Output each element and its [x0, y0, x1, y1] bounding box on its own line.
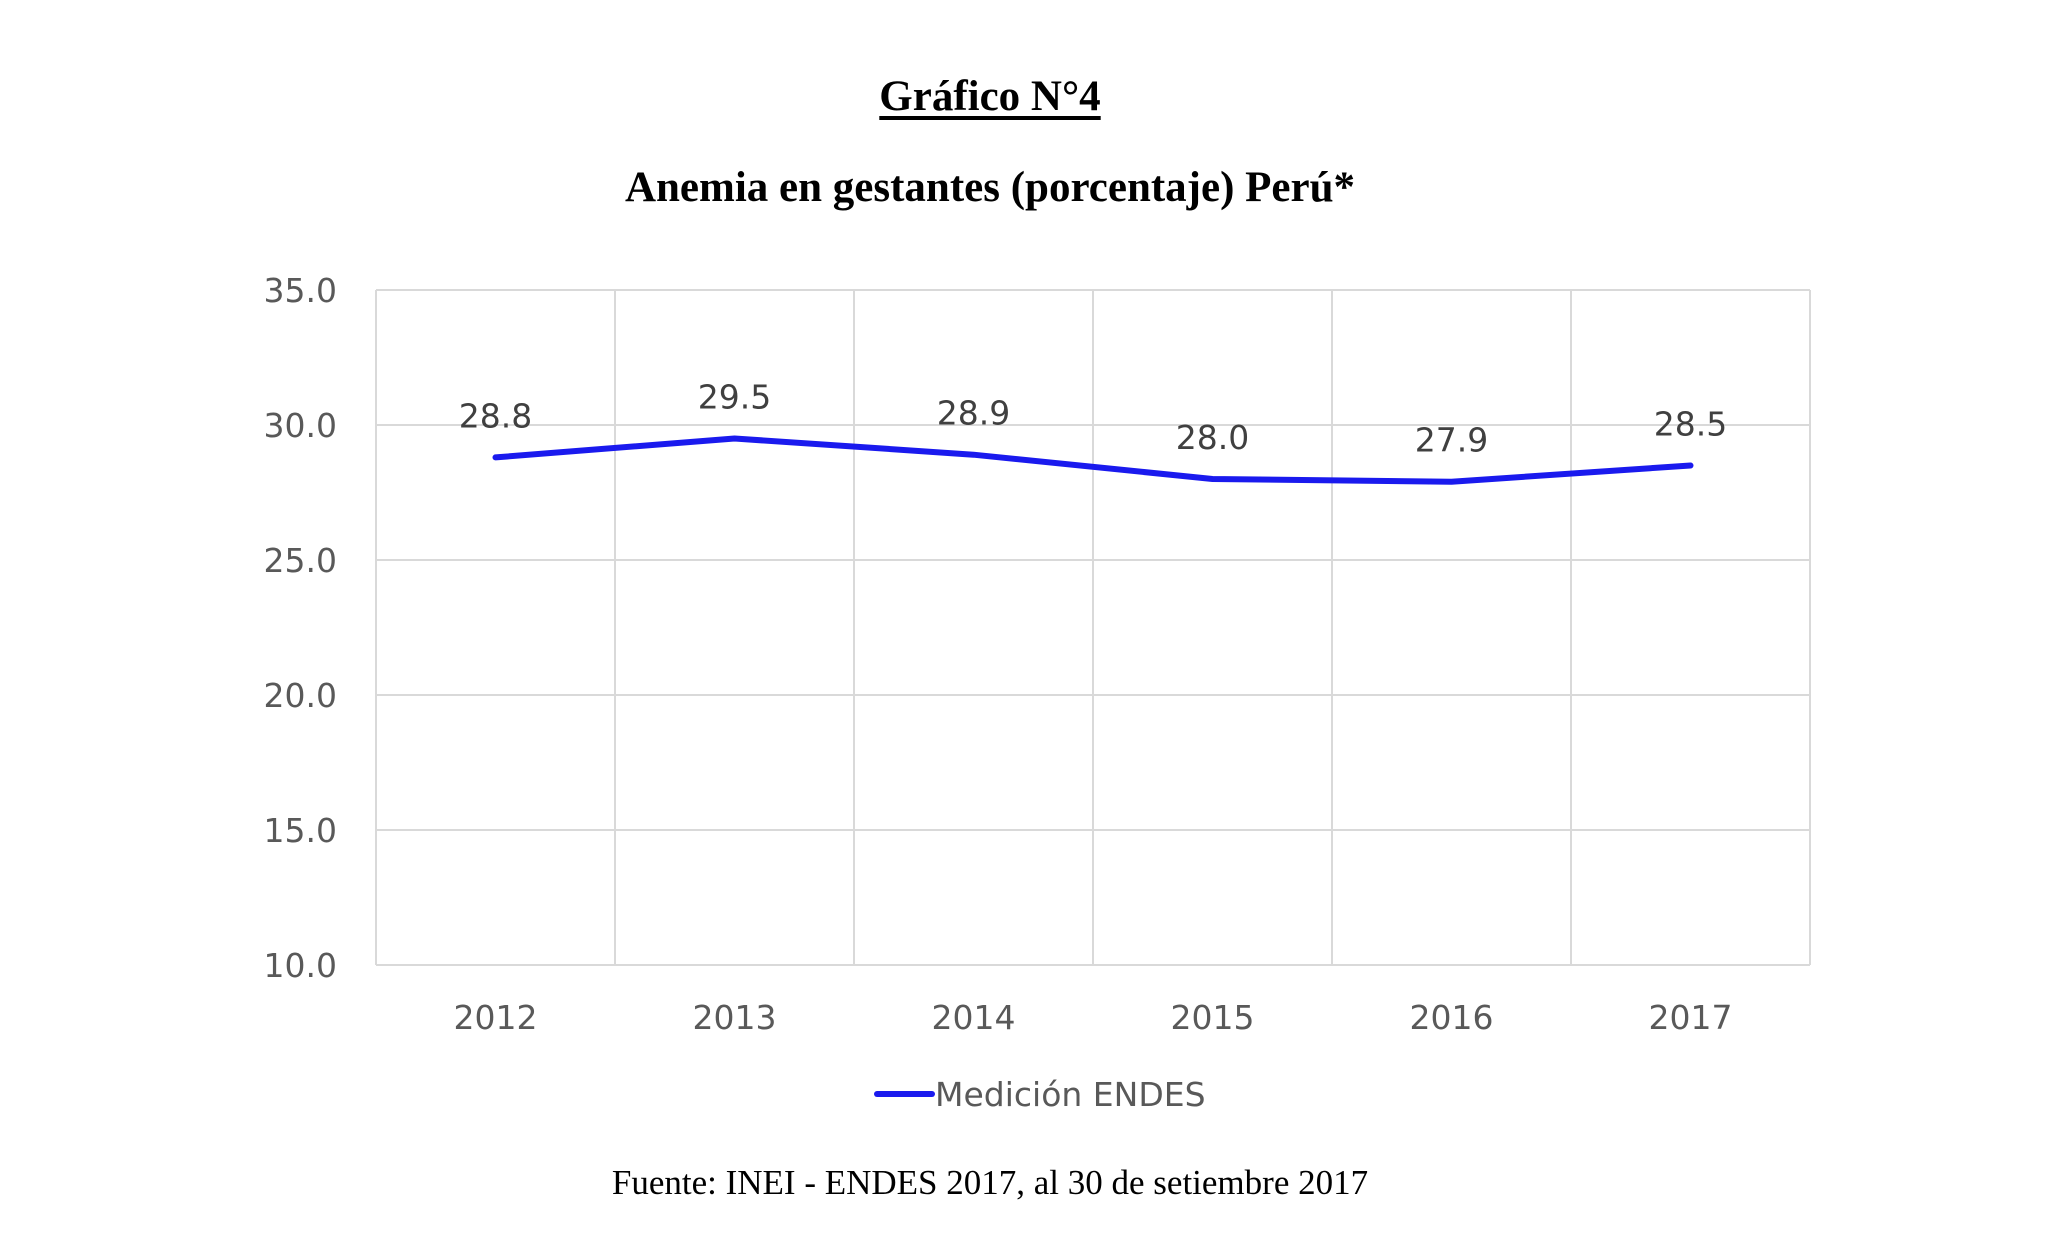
- source-note: Fuente: INEI - ENDES 2017, al 30 de seti…: [611, 1163, 1369, 1202]
- x-tick-label: 2015: [1171, 998, 1255, 1037]
- chart-title: Anemia en gestantes (porcentaje) Perú*: [624, 164, 1356, 211]
- series-line: [492, 435, 1694, 485]
- legend-label: Medición ENDES: [935, 1075, 1206, 1114]
- y-tick-label: 35.0: [264, 271, 337, 310]
- y-axis-ticks: 10.0 15.0 20.0 25.0 30.0 35.0: [264, 271, 337, 985]
- x-tick-label: 2016: [1410, 998, 1494, 1037]
- x-tick-label: 2012: [454, 998, 538, 1037]
- x-tick-label: 2013: [693, 998, 777, 1037]
- legend: Medición ENDES: [874, 1075, 1206, 1114]
- y-tick-label: 20.0: [264, 676, 337, 715]
- x-axis-ticks: 2012 2013 2014 2015 2016 2017: [454, 998, 1733, 1037]
- data-label: 28.0: [1176, 418, 1249, 457]
- data-label: 28.5: [1654, 405, 1727, 444]
- y-tick-label: 15.0: [264, 811, 337, 850]
- y-tick-label: 25.0: [264, 541, 337, 580]
- data-label: 28.9: [937, 394, 1010, 433]
- grid-lines: [375, 289, 1811, 966]
- x-tick-label: 2014: [932, 998, 1016, 1037]
- data-label: 28.8: [459, 396, 532, 435]
- x-tick-label: 2017: [1649, 998, 1733, 1037]
- data-label: 27.9: [1415, 421, 1488, 460]
- data-labels: 28.8 29.5 28.9 28.0 27.9 28.5: [459, 378, 1727, 460]
- y-tick-label: 30.0: [264, 406, 337, 445]
- figure-label: Gráfico N°4: [879, 73, 1101, 120]
- series-layer: [492, 435, 1694, 485]
- y-tick-label: 10.0: [264, 946, 337, 985]
- data-label: 29.5: [698, 378, 771, 417]
